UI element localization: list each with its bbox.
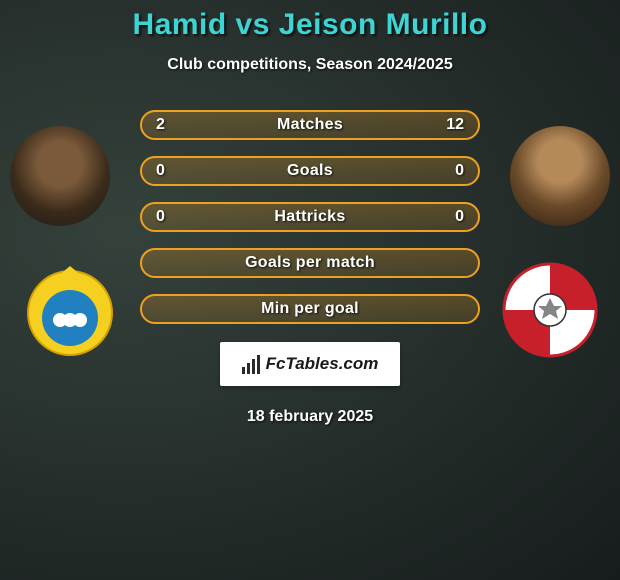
stat-label: Goals per match: [245, 254, 375, 272]
stat-label: Hattricks: [274, 208, 345, 226]
stat-bar: Min per goal: [140, 294, 480, 324]
stat-row-mpg: Min per goal: [0, 294, 620, 324]
fctables-badge[interactable]: FcTables.com: [220, 342, 400, 386]
stat-right-value: 0: [455, 162, 464, 180]
stat-label: Goals: [287, 162, 333, 180]
stat-left-value: 2: [156, 116, 165, 134]
stat-left-value: 0: [156, 208, 165, 226]
stat-row-goals: 0 Goals 0: [0, 156, 620, 186]
stat-bar: 0 Hattricks 0: [140, 202, 480, 232]
fctables-label: FcTables.com: [266, 354, 379, 374]
stat-right-value: 12: [446, 116, 464, 134]
stat-bar: 0 Goals 0: [140, 156, 480, 186]
stat-label: Matches: [277, 116, 343, 134]
stat-row-matches: 2 Matches 12: [0, 110, 620, 140]
comparison-date: 18 february 2025: [0, 408, 620, 426]
stat-row-gpm: Goals per match: [0, 248, 620, 278]
bar-chart-icon: [242, 355, 260, 374]
stat-left-value: 0: [156, 162, 165, 180]
stat-bar: 2 Matches 12: [140, 110, 480, 140]
comparison-title: Hamid vs Jeison Murillo: [0, 8, 620, 42]
comparison-subtitle: Club competitions, Season 2024/2025: [0, 56, 620, 74]
stat-bar: Goals per match: [140, 248, 480, 278]
stat-right-value: 0: [455, 208, 464, 226]
stat-label: Min per goal: [261, 300, 359, 318]
stat-row-hattricks: 0 Hattricks 0: [0, 202, 620, 232]
